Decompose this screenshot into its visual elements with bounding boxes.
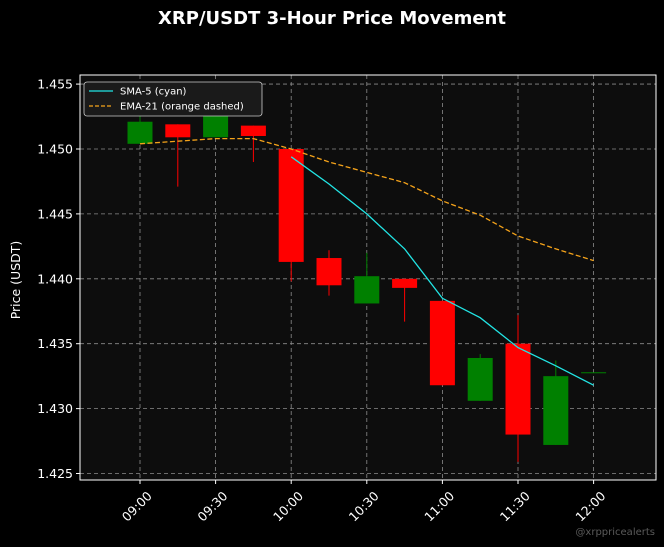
indicator-lines (139, 137, 594, 386)
candle-body (240, 125, 266, 137)
candle-body (467, 357, 493, 401)
ema-line (139, 137, 594, 262)
y-tick-label: 1.430 (37, 401, 73, 416)
x-tick-label: 10:00 (270, 488, 306, 524)
candle (278, 148, 304, 282)
candles (127, 98, 607, 462)
candle-body (278, 148, 304, 262)
candle-body (429, 300, 455, 386)
candle-body (505, 343, 531, 435)
x-tick-label: 10:30 (346, 488, 382, 524)
y-tick-label: 1.435 (37, 336, 73, 351)
y-tick-label: 1.455 (37, 77, 73, 92)
x-tick-label: 12:00 (572, 488, 608, 524)
watermark: @xrppricealerts (575, 527, 655, 538)
candle (392, 278, 418, 322)
plot-frame (79, 74, 657, 481)
candle-body (203, 113, 229, 138)
legend-box (83, 81, 263, 117)
sma-line (290, 156, 594, 386)
candle (429, 300, 455, 386)
y-axis-label: Price (USDT) (8, 241, 23, 320)
candle (240, 125, 266, 162)
x-tick-label: 11:30 (497, 488, 533, 524)
x-tick-label: 09:00 (119, 488, 155, 524)
legend: SMA-5 (cyan) EMA-21 (orange dashed) (83, 81, 263, 117)
candle (354, 252, 380, 304)
candle-body (581, 372, 607, 374)
candle (505, 315, 531, 462)
chart-title: XRP/USDT 3-Hour Price Movement (158, 8, 506, 29)
y-tick-label: 1.425 (37, 466, 73, 481)
candle (581, 372, 607, 374)
candle-body (127, 121, 153, 144)
x-tick-label: 09:30 (194, 488, 230, 524)
y-tick-label: 1.445 (37, 206, 73, 221)
candle-body (165, 124, 191, 138)
candle-body (316, 258, 342, 286)
candle (467, 354, 493, 401)
candle-body (543, 376, 569, 445)
candle (127, 112, 153, 144)
legend-label-sma: SMA-5 (cyan) (120, 87, 187, 98)
legend-label-ema: EMA-21 (orange dashed) (120, 102, 244, 113)
y-tick-label: 1.450 (37, 141, 73, 156)
candle (316, 250, 342, 296)
candle-body (392, 278, 418, 288)
candle (543, 360, 569, 445)
candle (165, 124, 191, 187)
x-tick-label: 11:00 (421, 488, 457, 524)
candle-body (354, 276, 380, 304)
y-tick-label: 1.440 (37, 271, 73, 286)
